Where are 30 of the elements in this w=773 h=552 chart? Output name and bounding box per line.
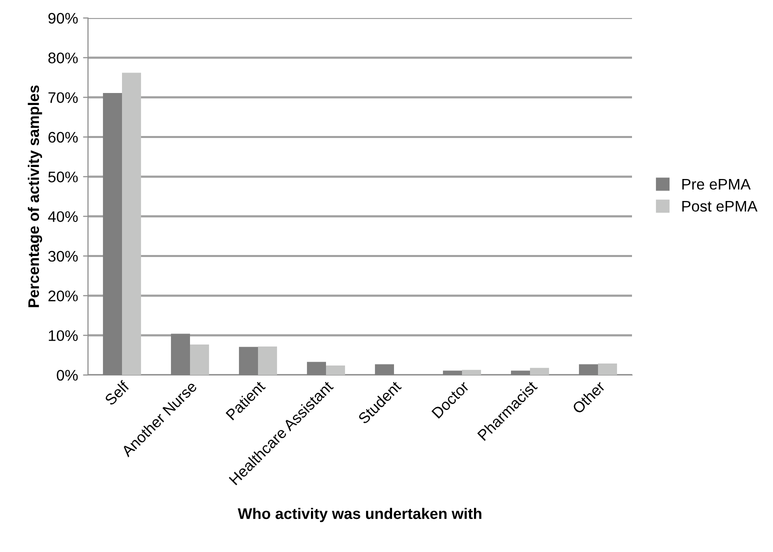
y-tick-label: 70% <box>48 92 78 104</box>
bar <box>598 363 618 375</box>
bar <box>306 362 326 375</box>
bar <box>102 92 122 375</box>
y-tick-label: 90% <box>48 12 78 24</box>
bar <box>530 368 550 375</box>
y-tick-label: 40% <box>48 211 78 222</box>
bar <box>442 370 462 375</box>
bar <box>510 370 530 375</box>
bar <box>238 346 258 375</box>
y-tick-label: 0% <box>56 370 78 381</box>
legend-label: Pre ePMA <box>682 179 751 190</box>
y-tick-label: 30% <box>48 250 78 262</box>
x-tick-label: Self <box>104 380 130 406</box>
y-tick-label: 60% <box>48 132 78 143</box>
y-tick-label: 10% <box>48 330 78 342</box>
y-tick-label: 20% <box>48 290 78 302</box>
legend-label: Post ePMA <box>682 200 758 212</box>
bar <box>578 364 598 375</box>
bar <box>190 344 210 375</box>
bar <box>462 370 482 375</box>
y-axis-title: Percentage of activity samples <box>28 85 42 308</box>
bar <box>170 334 190 375</box>
y-tick-label: 80% <box>48 52 78 64</box>
y-tick-label: 50% <box>48 172 78 182</box>
bar <box>374 364 394 375</box>
bar <box>258 346 278 375</box>
bar <box>326 365 346 375</box>
bar <box>122 72 142 375</box>
x-axis-title: Who activity was undertaken with <box>238 508 482 522</box>
